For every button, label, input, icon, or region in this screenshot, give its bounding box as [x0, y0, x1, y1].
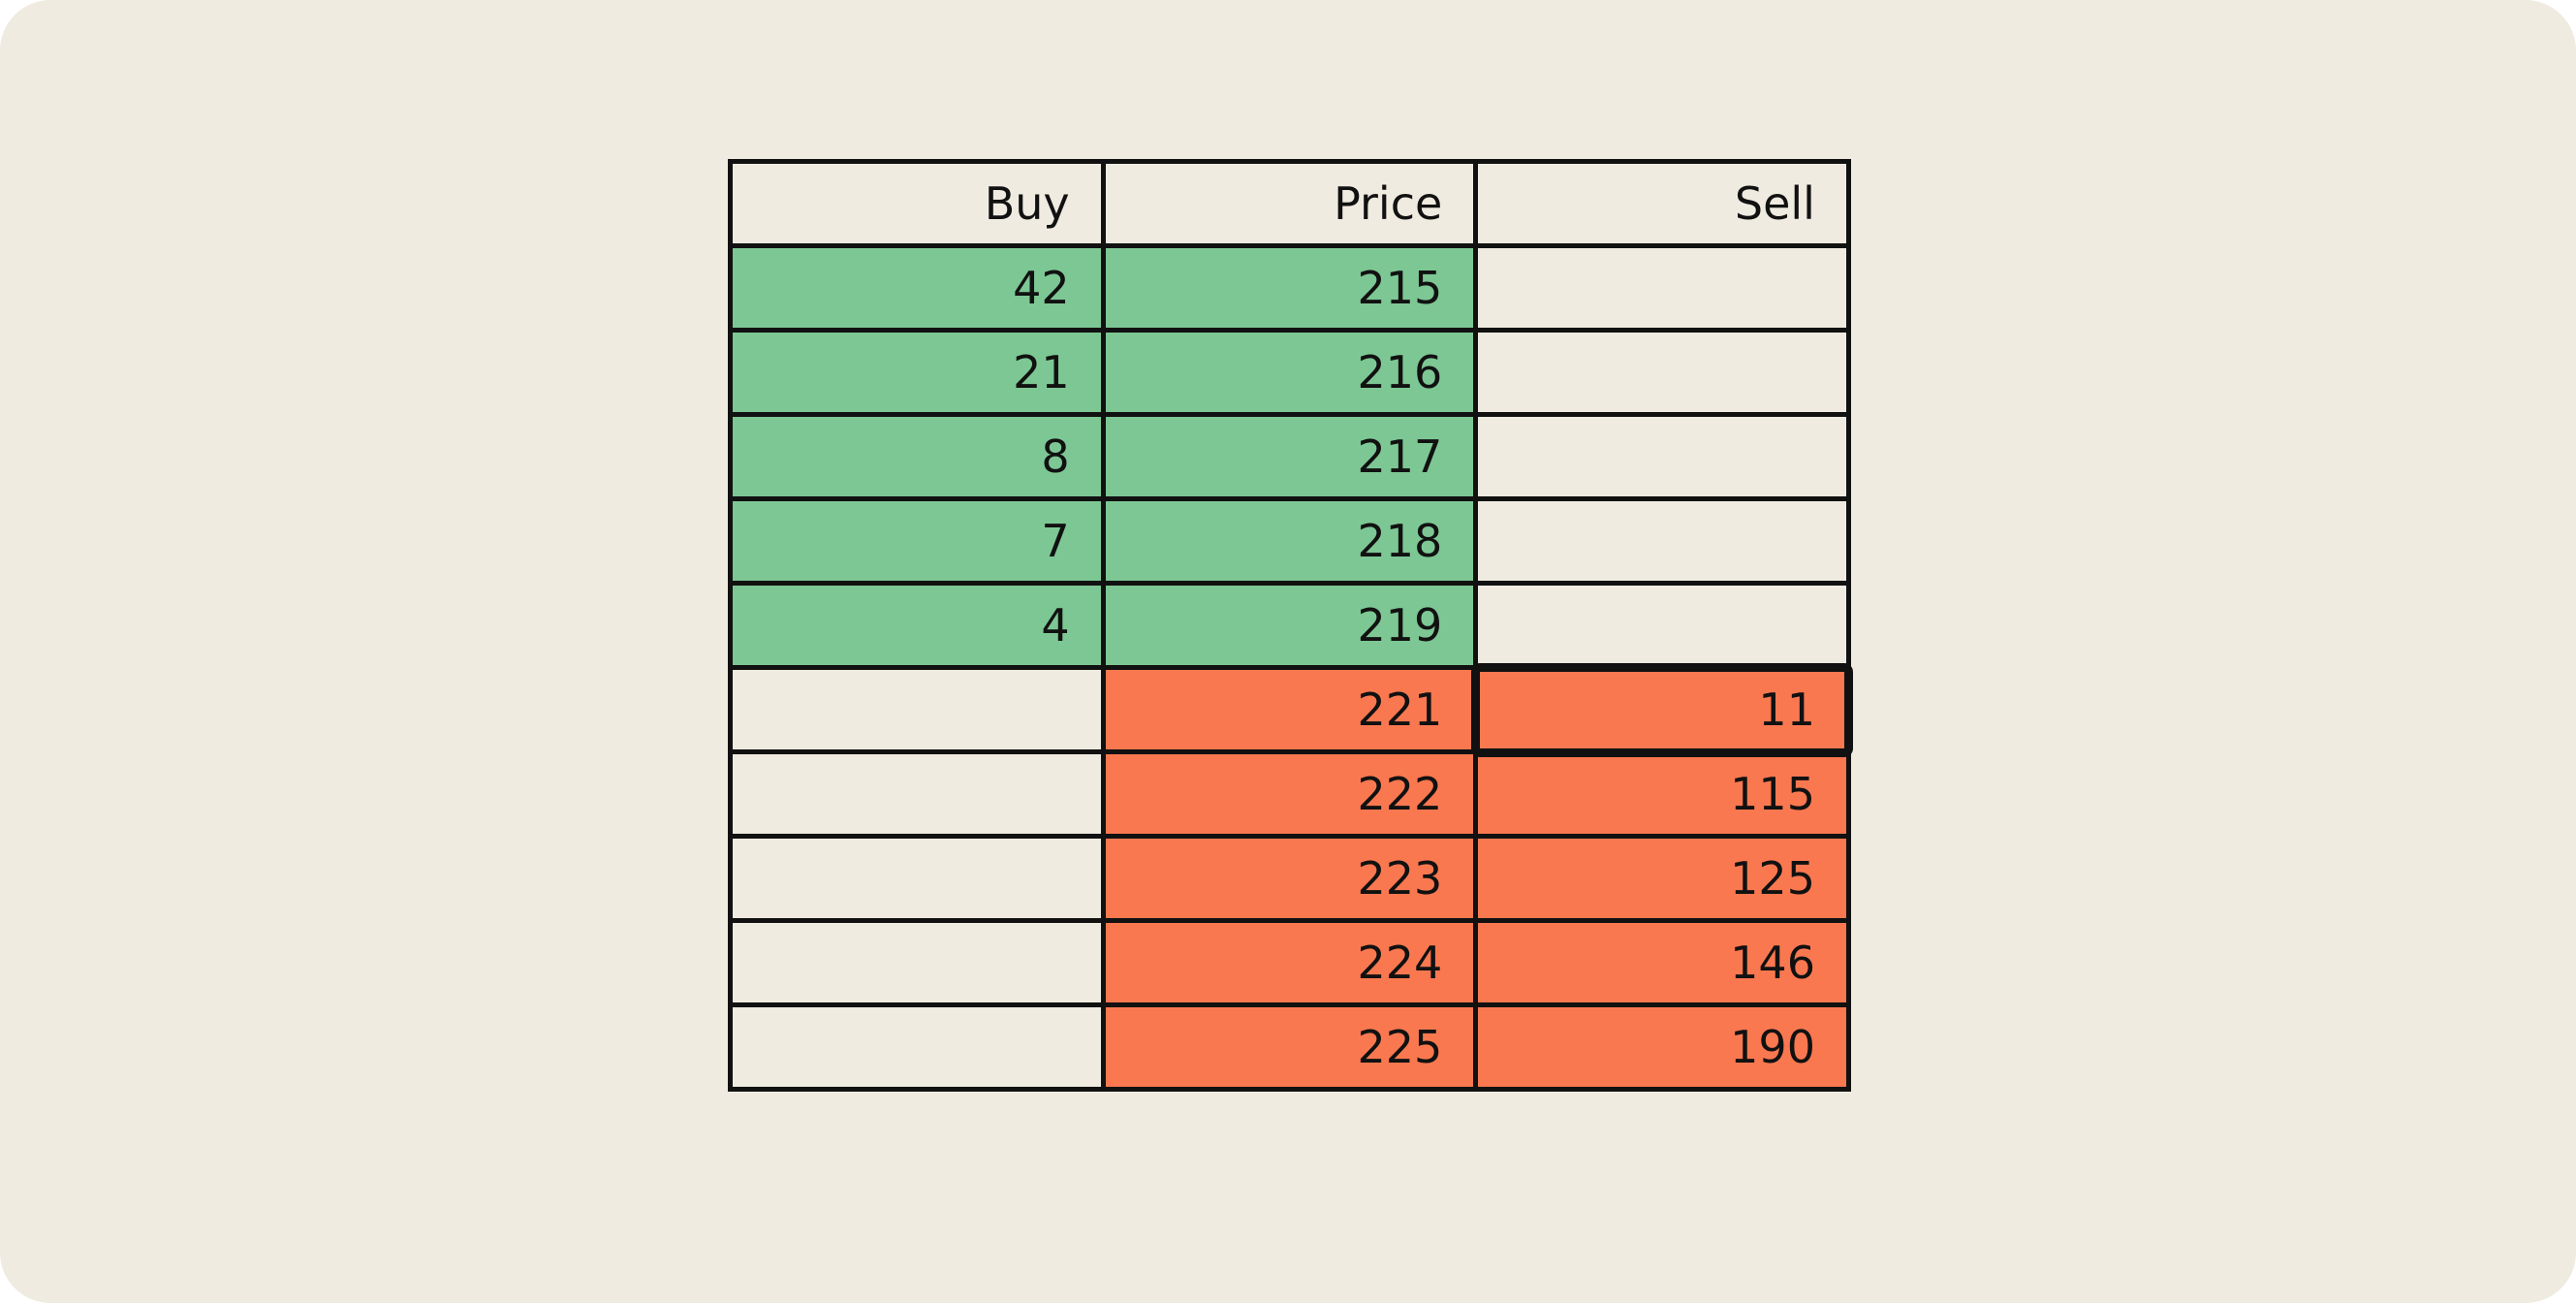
- buy-quantity-cell[interactable]: [728, 834, 1106, 923]
- order-book-table: Buy Price Sell 42 215 21 216 8 217: [728, 159, 1854, 1092]
- buy-quantity-cell[interactable]: 4: [728, 581, 1106, 670]
- price-cell[interactable]: 223: [1100, 834, 1479, 923]
- bid-row: 8 217: [728, 412, 1851, 501]
- buy-quantity-cell[interactable]: [728, 749, 1106, 839]
- sell-quantity-cell[interactable]: [1473, 496, 1851, 586]
- sell-quantity-cell[interactable]: [1473, 581, 1851, 670]
- sell-quantity-cell[interactable]: 115: [1473, 749, 1851, 839]
- price-cell[interactable]: 216: [1100, 328, 1479, 417]
- buy-column-header: Buy: [728, 159, 1106, 248]
- price-cell[interactable]: 222: [1100, 749, 1479, 839]
- ask-row: 222 115: [728, 749, 1851, 839]
- sell-quantity-cell[interactable]: 146: [1473, 918, 1851, 1007]
- ask-row: 223 125: [728, 834, 1851, 923]
- bid-row: 7 218: [728, 496, 1851, 586]
- sell-quantity-cell[interactable]: [1473, 328, 1851, 417]
- price-cell[interactable]: 225: [1100, 1002, 1479, 1092]
- buy-quantity-cell[interactable]: [728, 918, 1106, 1007]
- buy-quantity-cell[interactable]: [728, 665, 1106, 754]
- price-column-header: Price: [1100, 159, 1479, 248]
- price-cell[interactable]: 221: [1100, 665, 1479, 754]
- selected-sell-quantity-cell[interactable]: 11: [1470, 662, 1854, 757]
- price-cell[interactable]: 215: [1100, 243, 1479, 333]
- bid-row: 21 216: [728, 328, 1851, 417]
- buy-quantity-cell[interactable]: [728, 1002, 1106, 1092]
- buy-quantity-cell[interactable]: 21: [728, 328, 1106, 417]
- price-cell[interactable]: 219: [1100, 581, 1479, 670]
- ask-row: 221 11: [728, 662, 1854, 757]
- buy-quantity-cell[interactable]: 8: [728, 412, 1106, 501]
- price-cell[interactable]: 224: [1100, 918, 1479, 1007]
- sell-quantity-cell[interactable]: [1473, 243, 1851, 333]
- price-cell[interactable]: 217: [1100, 412, 1479, 501]
- bid-row: 4 219: [728, 581, 1851, 670]
- ask-row: 224 146: [728, 918, 1851, 1007]
- header-row: Buy Price Sell: [728, 159, 1851, 248]
- sell-column-header: Sell: [1473, 159, 1851, 248]
- buy-quantity-cell[interactable]: 7: [728, 496, 1106, 586]
- sell-quantity-cell[interactable]: 125: [1473, 834, 1851, 923]
- sell-quantity-cell[interactable]: [1473, 412, 1851, 501]
- buy-quantity-cell[interactable]: 42: [728, 243, 1106, 333]
- bid-row: 42 215: [728, 243, 1851, 333]
- price-cell[interactable]: 218: [1100, 496, 1479, 586]
- ask-row: 225 190: [728, 1002, 1851, 1092]
- sell-quantity-cell[interactable]: 190: [1473, 1002, 1851, 1092]
